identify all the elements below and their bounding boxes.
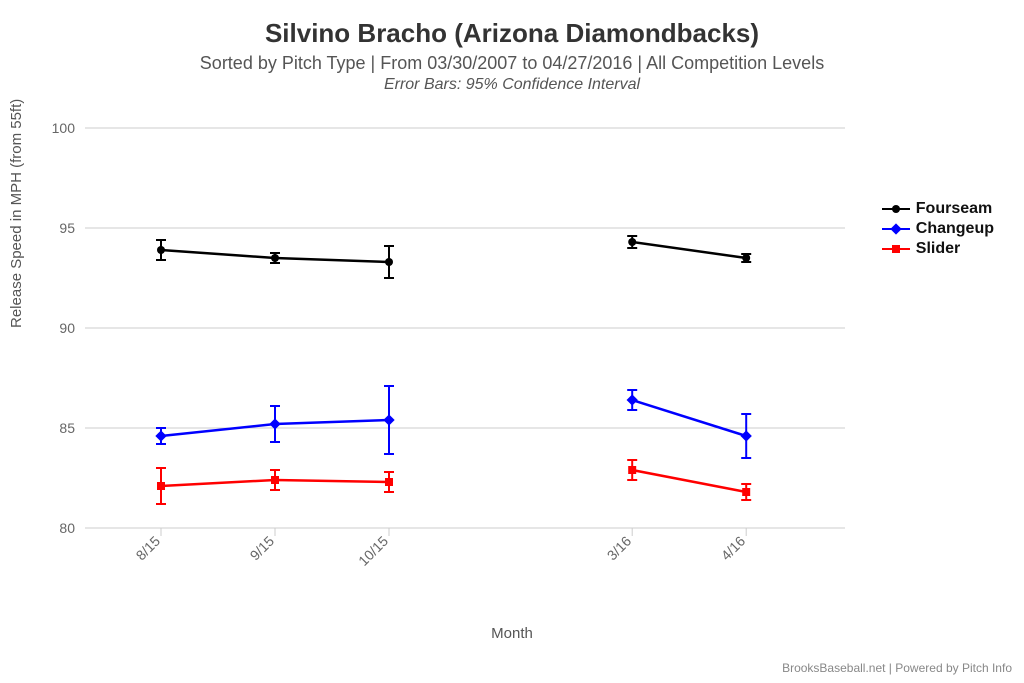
chart-container: Silvino Bracho (Arizona Diamondbacks) So… <box>0 0 1024 683</box>
legend-swatch-changeup <box>882 228 910 230</box>
legend-marker-slider <box>892 245 900 253</box>
svg-text:10/15: 10/15 <box>355 533 391 569</box>
svg-text:4/16: 4/16 <box>718 533 749 564</box>
legend-item-changeup: Changeup <box>882 220 994 238</box>
legend-item-fourseam: Fourseam <box>882 200 994 218</box>
svg-text:95: 95 <box>59 220 75 236</box>
svg-text:80: 80 <box>59 520 75 536</box>
legend-marker-changeup <box>890 223 901 234</box>
svg-text:90: 90 <box>59 320 75 336</box>
svg-text:9/15: 9/15 <box>247 533 278 564</box>
legend: Fourseam Changeup Slider <box>882 200 994 260</box>
attribution-text: BrooksBaseball.net | Powered by Pitch In… <box>782 661 1012 675</box>
legend-label-fourseam: Fourseam <box>916 200 992 218</box>
legend-swatch-slider <box>882 248 910 250</box>
legend-label-slider: Slider <box>916 240 960 258</box>
plot-svg: 808590951008/159/1510/153/164/16 <box>85 128 845 598</box>
svg-text:100: 100 <box>52 120 76 136</box>
svg-text:85: 85 <box>59 420 75 436</box>
chart-error-note: Error Bars: 95% Confidence Interval <box>0 76 1024 94</box>
svg-text:3/16: 3/16 <box>604 533 635 564</box>
x-axis-title: Month <box>0 625 1024 642</box>
y-axis-title: Release Speed in MPH (from 55ft) <box>8 99 25 328</box>
chart-subtitle: Sorted by Pitch Type | From 03/30/2007 t… <box>0 53 1024 74</box>
legend-item-slider: Slider <box>882 240 994 258</box>
legend-label-changeup: Changeup <box>916 220 994 238</box>
legend-swatch-fourseam <box>882 208 910 210</box>
legend-marker-fourseam <box>892 205 900 213</box>
svg-text:8/15: 8/15 <box>133 533 164 564</box>
title-block: Silvino Bracho (Arizona Diamondbacks) So… <box>0 0 1024 94</box>
plot-area: 808590951008/159/1510/153/164/16 <box>85 128 845 528</box>
chart-title: Silvino Bracho (Arizona Diamondbacks) <box>0 18 1024 49</box>
